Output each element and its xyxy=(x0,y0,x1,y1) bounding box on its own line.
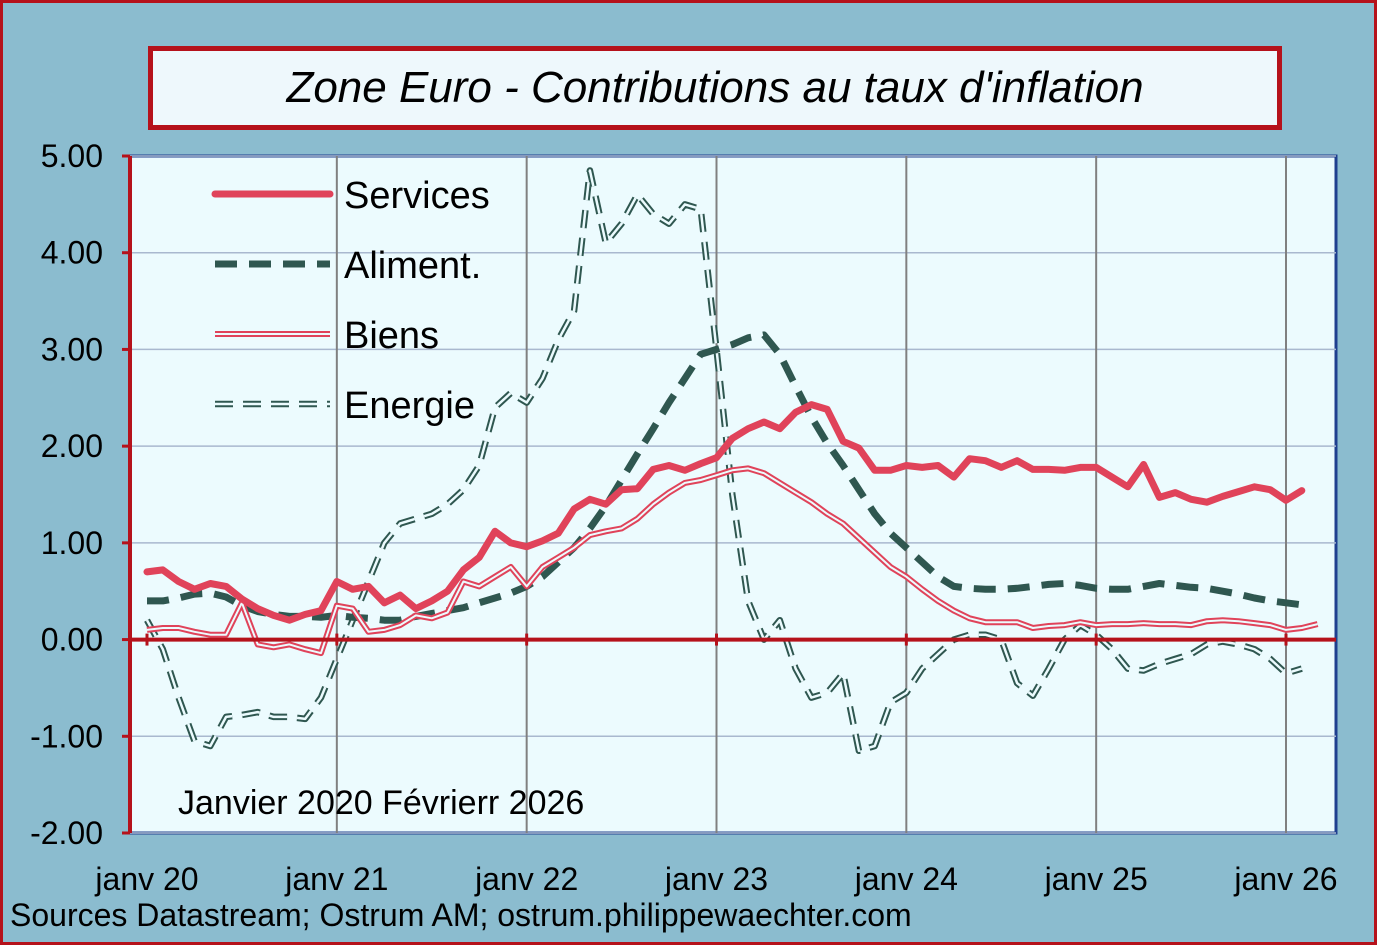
legend-label: Energie xyxy=(344,385,475,427)
legend: Services Aliment. Biens Energie xyxy=(211,175,490,427)
y-tick-label: -1.00 xyxy=(30,718,103,754)
y-tick-label: 2.00 xyxy=(41,428,103,464)
x-tick-label: janv 21 xyxy=(284,861,388,897)
x-tick-label: janv 22 xyxy=(474,861,578,897)
chart-title: Zone Euro - Contributions au taux d'infl… xyxy=(286,63,1144,112)
series-biens-line xyxy=(146,465,1319,657)
line-inner xyxy=(145,169,1303,753)
legend-label: Services xyxy=(344,175,490,217)
y-tick-label: 3.00 xyxy=(41,331,103,367)
x-tick-label: janv 26 xyxy=(1233,861,1337,897)
y-tick-label: 1.00 xyxy=(41,525,103,561)
series-aliment-line xyxy=(147,331,1303,624)
horizontal-gridlines xyxy=(130,155,1336,834)
series-layer xyxy=(143,167,1319,755)
chart-title-box: Zone Euro - Contributions au taux d'infl… xyxy=(148,46,1282,130)
date-range-annotation: Janvier 2020 Févrierr 2026 xyxy=(178,784,584,822)
line-inner xyxy=(146,467,1318,655)
x-axis-ticks: janv 20 janv 21 janv 22 janv 23 janv 24 janv … xyxy=(94,633,1338,897)
x-tick-label: janv 25 xyxy=(1044,861,1148,897)
y-tick-label: 5.00 xyxy=(41,138,103,174)
series-services-line xyxy=(143,401,1306,624)
x-tick-label: janv 24 xyxy=(854,861,958,897)
x-tick-label: janv 20 xyxy=(94,861,198,897)
y-tick-label: -2.00 xyxy=(30,815,103,851)
y-tick-label: 0.00 xyxy=(41,622,103,658)
y-tick-label: 4.00 xyxy=(41,235,103,271)
y-axis-ticks: 5.00 4.00 3.00 2.00 1.00 0.00 -1.00 -2.00 xyxy=(30,138,130,851)
x-tick-label: janv 23 xyxy=(664,861,768,897)
legend-label: Biens xyxy=(344,315,439,357)
legend-label: Aliment. xyxy=(344,245,481,287)
series-energie-line xyxy=(144,167,1303,755)
vertical-gridlines xyxy=(335,156,1287,833)
source-note: Sources Datastream; Ostrum AM; ostrum.ph… xyxy=(10,897,912,933)
